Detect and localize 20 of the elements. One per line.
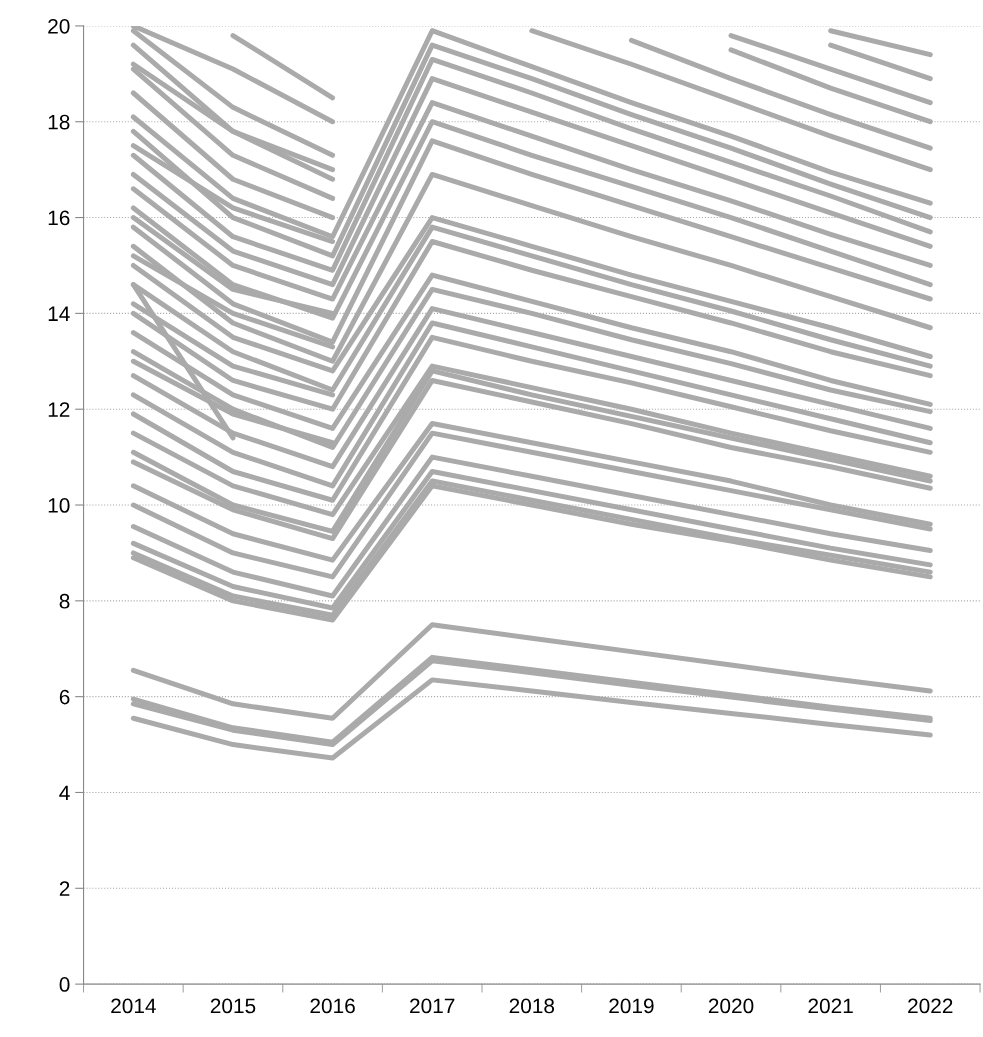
y-tick-label: 16	[48, 210, 70, 226]
y-tick-label: 10	[48, 498, 70, 513]
y-tick-label: 0	[59, 977, 70, 992]
y-tick-label: 2	[59, 881, 70, 896]
x-tick-label: 2020	[708, 998, 754, 1014]
x-tick-label: 2017	[410, 998, 455, 1014]
y-tick-label: 20	[48, 18, 70, 34]
x-tick-label: 2022	[908, 998, 953, 1014]
y-tick-label: 4	[59, 785, 70, 801]
x-tick-label: 2018	[509, 998, 555, 1014]
x-tick-label: 2016	[310, 998, 355, 1014]
x-tick-label: 2015	[210, 998, 256, 1014]
x-tick-label: 2019	[609, 998, 654, 1014]
y-tick-label: 14	[48, 306, 70, 321]
y-tick-label: 6	[59, 689, 70, 705]
x-tick-label: 2021	[808, 998, 853, 1014]
y-tick-label: 12	[48, 402, 70, 417]
y-tick-label: 18	[48, 114, 70, 130]
x-tick-label: 2014	[111, 998, 156, 1014]
y-tick-label: 8	[59, 593, 70, 609]
